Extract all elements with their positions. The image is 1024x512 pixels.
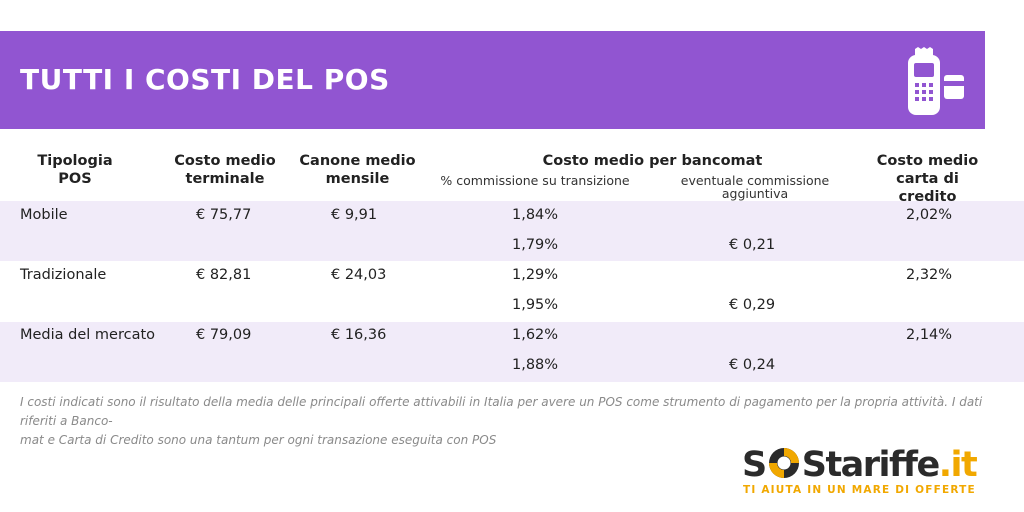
header-banner: TUTTI I COSTI DEL POS <box>0 31 985 129</box>
cell-terminale: € 75,77 <box>196 207 252 223</box>
header-tipologia: Tipologia POS <box>37 153 113 187</box>
cell-canone: € 16,36 <box>331 327 387 343</box>
cell-commissione: 1,29% <box>512 267 559 283</box>
group-band-mobile <box>0 201 1024 261</box>
header-bancomat-aggiuntiva: eventuale commissione aggiuntiva <box>680 173 830 201</box>
cell-commissione: 1,88% <box>512 357 559 373</box>
footnote-line: I costi indicati sono il risultato della… <box>20 395 983 428</box>
cell-terminale: € 82,81 <box>196 267 252 283</box>
header-bancomat: Costo medio per bancomat <box>542 153 763 169</box>
header-carta-credito: Costo medio carta di credito <box>876 153 979 205</box>
header-bancomat-commissione: % commissione su transizione <box>440 173 630 188</box>
cell-aggiuntiva: € 0,24 <box>729 357 776 373</box>
header-canone-mensile: Canone medio mensile <box>299 153 416 187</box>
cell-commissione: 1,62% <box>512 327 559 343</box>
sostariffe-logo: S Stariffe.it TI AIUTA IN UN MARE DI OFF… <box>742 445 982 501</box>
cell-carta: 2,32% <box>906 267 953 283</box>
lifebuoy-icon <box>768 448 799 478</box>
cell-tipologia: Media del mercato <box>20 327 156 343</box>
group-band-media <box>0 322 1024 382</box>
cell-canone: € 24,03 <box>331 267 387 283</box>
cell-commissione: 1,84% <box>512 207 559 223</box>
pos-terminal-icon <box>908 47 964 115</box>
cell-aggiuntiva: € 0,29 <box>729 297 776 313</box>
cell-aggiuntiva: € 0,21 <box>729 237 776 253</box>
cell-tipologia: Tradizionale <box>20 267 107 283</box>
footnote: I costi indicati sono il risultato della… <box>20 393 990 450</box>
cell-canone: € 9,91 <box>331 207 378 223</box>
cell-tipologia: Mobile <box>20 207 68 223</box>
page-title: TUTTI I COSTI DEL POS <box>20 63 390 96</box>
cell-carta: 2,14% <box>906 327 953 343</box>
logo-tagline: TI AIUTA IN UN MARE DI OFFERTE <box>743 484 976 496</box>
cell-commissione: 1,95% <box>512 297 559 313</box>
footnote-line: mat e Carta di Credito sono una tantum p… <box>20 433 497 447</box>
logo-wordmark: S Stariffe.it <box>742 445 978 485</box>
cell-terminale: € 79,09 <box>196 327 252 343</box>
cell-carta: 2,02% <box>906 207 953 223</box>
cell-commissione: 1,79% <box>512 237 559 253</box>
header-costo-terminale: Costo medio terminale <box>174 153 276 187</box>
